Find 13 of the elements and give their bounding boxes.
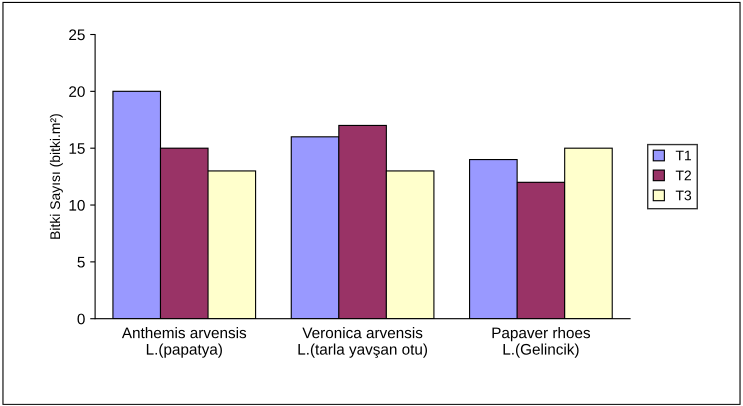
y-tick-label: 20 bbox=[69, 86, 85, 98]
legend-label: T2 bbox=[676, 170, 691, 180]
y-tick-label: 15 bbox=[70, 143, 85, 154]
x-tick-label: Papaver rhoes L.(Gelincik) bbox=[492, 327, 590, 358]
x-tick-label: Veronica arvensis L.(tarla yavşan otu) bbox=[298, 327, 428, 358]
y-tick-label: 10 bbox=[70, 200, 85, 211]
legend-label: T3 bbox=[676, 190, 692, 200]
legend-label: T1 bbox=[676, 150, 692, 160]
x-tick-label: Anthemis arvensis L.(papatya) bbox=[122, 327, 246, 358]
y-tick-label: 0 bbox=[77, 314, 85, 324]
y-tick-label: 5 bbox=[77, 256, 85, 268]
y-tick-label: 25 bbox=[69, 29, 85, 40]
y-axis-title: Bitki Sayısı (bitki.m²) bbox=[50, 114, 63, 239]
